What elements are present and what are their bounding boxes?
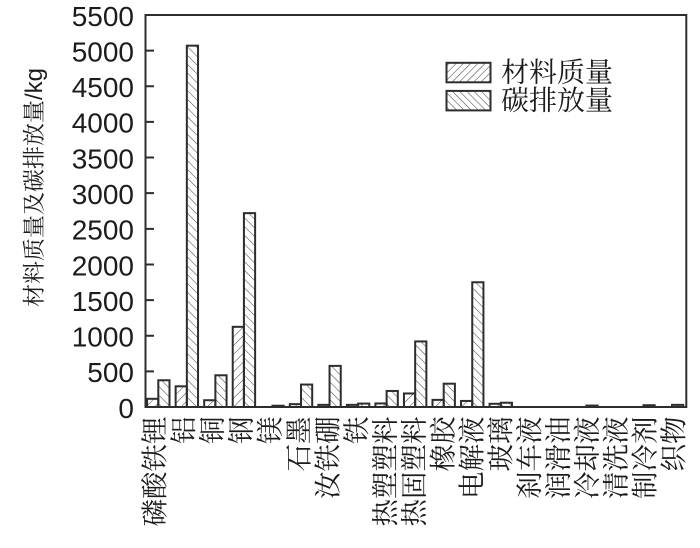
svg-text:2500: 2500 bbox=[72, 215, 134, 246]
svg-text:/kg: /kg bbox=[21, 68, 48, 100]
svg-text:0: 0 bbox=[118, 393, 134, 424]
svg-text:5000: 5000 bbox=[72, 36, 134, 67]
svg-text:1000: 1000 bbox=[72, 322, 134, 353]
svg-text:3500: 3500 bbox=[72, 143, 134, 174]
svg-text:3000: 3000 bbox=[72, 179, 134, 210]
svg-text:2000: 2000 bbox=[72, 250, 134, 281]
svg-text:4500: 4500 bbox=[72, 72, 134, 103]
svg-text:5500: 5500 bbox=[72, 1, 134, 32]
svg-text:1500: 1500 bbox=[72, 286, 134, 317]
svg-text:4000: 4000 bbox=[72, 108, 134, 139]
svg-text:500: 500 bbox=[87, 357, 134, 388]
